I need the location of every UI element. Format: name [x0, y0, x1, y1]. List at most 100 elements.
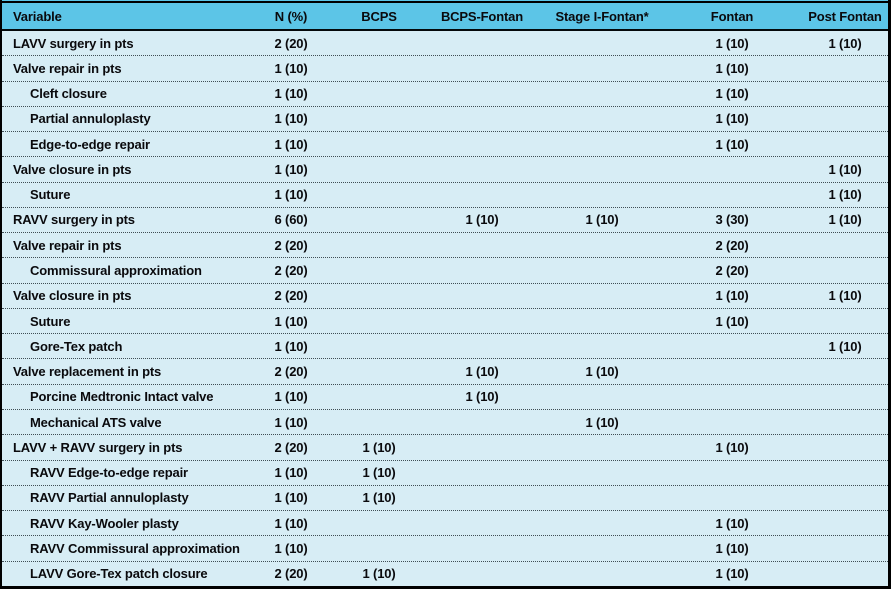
value-cell-post-fontan: 1 (10) [828, 212, 862, 228]
variable-cell: Suture [30, 313, 71, 329]
variable-cell: LAVV + RAVV surgery in pts [13, 439, 183, 455]
value-cell-n-percent: 6 (60) [274, 212, 308, 228]
variable-cell: LAVV surgery in pts [13, 35, 134, 51]
col-header-n-percent: N (%) [274, 8, 308, 24]
table-row: Valve replacement in pts 2 (20) 1 (10) 1… [2, 358, 888, 383]
value-cell-bcps-fontan: 1 (10) [465, 389, 499, 405]
value-cell-n-percent: 1 (10) [274, 161, 308, 177]
table-row: RAVV Commissural approximation 1 (10) 1 … [2, 535, 888, 560]
value-cell-fontan: 1 (10) [715, 439, 749, 455]
value-cell-fontan: 1 (10) [715, 566, 749, 582]
variable-cell: Valve repair in pts [13, 60, 122, 76]
value-cell-bcps: 1 (10) [362, 465, 396, 481]
value-cell-n-percent: 1 (10) [274, 389, 308, 405]
value-cell-n-percent: 1 (10) [274, 86, 308, 102]
table-header-row: Variable N (%) BCPS BCPS-Fontan Stage I-… [2, 1, 888, 31]
variable-cell: Partial annuloplasty [30, 111, 151, 127]
table-row: LAVV surgery in pts 2 (20) 1 (10) 1 (10) [2, 31, 888, 55]
value-cell-n-percent: 2 (20) [274, 237, 308, 253]
value-cell-bcps: 1 (10) [362, 490, 396, 506]
value-cell-n-percent: 2 (20) [274, 439, 308, 455]
value-cell-n-percent: 2 (20) [274, 288, 308, 304]
col-header-bcps-fontan: BCPS-Fontan [440, 8, 524, 24]
table-row: Suture 1 (10) 1 (10) [2, 307, 888, 333]
table-top-strip [2, 0, 888, 1]
value-cell-n-percent: 2 (20) [274, 35, 308, 51]
value-cell-n-percent: 1 (10) [274, 414, 308, 430]
value-cell-post-fontan: 1 (10) [828, 338, 862, 354]
col-header-fontan: Fontan [710, 8, 754, 24]
table-row: RAVV surgery in pts 6 (60) 1 (10) 1 (10)… [2, 206, 888, 232]
variable-cell: Commissural approximation [30, 263, 202, 279]
col-header-stage-i-fontan: Stage I-Fontan* [555, 8, 649, 24]
value-cell-post-fontan: 1 (10) [828, 288, 862, 304]
table-row: Valve closure in pts 1 (10) 1 (10) [2, 156, 888, 181]
col-header-bcps: BCPS [361, 8, 397, 24]
value-cell-stage-i-fontan: 1 (10) [585, 212, 619, 228]
col-header-post-fontan: Post Fontan [808, 8, 882, 24]
value-cell-fontan: 1 (10) [715, 136, 749, 152]
table-row: Suture 1 (10) 1 (10) [2, 181, 888, 207]
variable-cell: RAVV Kay-Wooler plasty [30, 515, 179, 531]
variable-cell: Mechanical ATS valve [30, 414, 162, 430]
variable-cell: Valve closure in pts [13, 161, 132, 177]
variable-cell: Gore-Tex patch [30, 338, 123, 354]
variable-cell: Cleft closure [30, 86, 107, 102]
value-cell-n-percent: 1 (10) [274, 465, 308, 481]
value-cell-n-percent: 2 (20) [274, 263, 308, 279]
value-cell-fontan: 1 (10) [715, 288, 749, 304]
table-row: Cleft closure 1 (10) 1 (10) [2, 80, 888, 106]
value-cell-fontan: 1 (10) [715, 35, 749, 51]
value-cell-post-fontan: 1 (10) [828, 161, 862, 177]
value-cell-n-percent: 1 (10) [274, 313, 308, 329]
value-cell-bcps-fontan: 1 (10) [465, 364, 499, 380]
variable-cell: Suture [30, 187, 71, 203]
variable-cell: Valve closure in pts [13, 288, 132, 304]
table-row: Gore-Tex patch 1 (10) 1 (10) [2, 333, 888, 358]
value-cell-fontan: 2 (20) [715, 263, 749, 279]
variable-cell: RAVV surgery in pts [13, 212, 135, 228]
value-cell-bcps: 1 (10) [362, 439, 396, 455]
value-cell-n-percent: 1 (10) [274, 187, 308, 203]
value-cell-post-fontan: 1 (10) [828, 187, 862, 203]
variable-cell: RAVV Commissural approximation [30, 540, 240, 556]
value-cell-post-fontan: 1 (10) [828, 35, 862, 51]
variable-cell: Valve repair in pts [13, 237, 122, 253]
value-cell-stage-i-fontan: 1 (10) [585, 414, 619, 430]
variable-cell: Valve replacement in pts [13, 364, 162, 380]
table-row: Valve repair in pts 1 (10) 1 (10) [2, 55, 888, 80]
value-cell-n-percent: 1 (10) [274, 60, 308, 76]
value-cell-fontan: 2 (20) [715, 237, 749, 253]
table-row: RAVV Partial annuloplasty 1 (10) 1 (10) [2, 484, 888, 510]
variable-cell: RAVV Edge-to-edge repair [30, 465, 188, 481]
variable-cell: RAVV Partial annuloplasty [30, 490, 189, 506]
table-row: LAVV Gore-Tex patch closure 2 (20) 1 (10… [2, 560, 888, 586]
variable-cell: Edge-to-edge repair [30, 136, 150, 152]
table-row: Edge-to-edge repair 1 (10) 1 (10) [2, 131, 888, 156]
variable-cell: Porcine Medtronic Intact valve [30, 389, 214, 405]
value-cell-fontan: 3 (30) [715, 212, 749, 228]
value-cell-fontan: 1 (10) [715, 313, 749, 329]
value-cell-n-percent: 1 (10) [274, 136, 308, 152]
value-cell-n-percent: 1 (10) [274, 111, 308, 127]
variable-cell: LAVV Gore-Tex patch closure [30, 566, 208, 582]
table-row: Valve repair in pts 2 (20) 2 (20) [2, 232, 888, 257]
value-cell-n-percent: 2 (20) [274, 566, 308, 582]
value-cell-n-percent: 1 (10) [274, 515, 308, 531]
value-cell-stage-i-fontan: 1 (10) [585, 364, 619, 380]
table-row: RAVV Edge-to-edge repair 1 (10) 1 (10) [2, 459, 888, 485]
table-row: LAVV + RAVV surgery in pts 2 (20) 1 (10)… [2, 434, 888, 459]
value-cell-fontan: 1 (10) [715, 111, 749, 127]
value-cell-fontan: 1 (10) [715, 86, 749, 102]
table-row: Partial annuloplasty 1 (10) 1 (10) [2, 105, 888, 131]
table-row: Mechanical ATS valve 1 (10) 1 (10) [2, 408, 888, 434]
value-cell-fontan: 1 (10) [715, 515, 749, 531]
table-row: Porcine Medtronic Intact valve 1 (10) 1 … [2, 383, 888, 409]
table-body: LAVV surgery in pts 2 (20) 1 (10) 1 (10)… [2, 31, 888, 586]
value-cell-bcps: 1 (10) [362, 566, 396, 582]
table-row: Valve closure in pts 2 (20) 1 (10) 1 (10… [2, 282, 888, 308]
value-cell-fontan: 1 (10) [715, 540, 749, 556]
table-row: RAVV Kay-Wooler plasty 1 (10) 1 (10) [2, 510, 888, 535]
value-cell-n-percent: 1 (10) [274, 490, 308, 506]
